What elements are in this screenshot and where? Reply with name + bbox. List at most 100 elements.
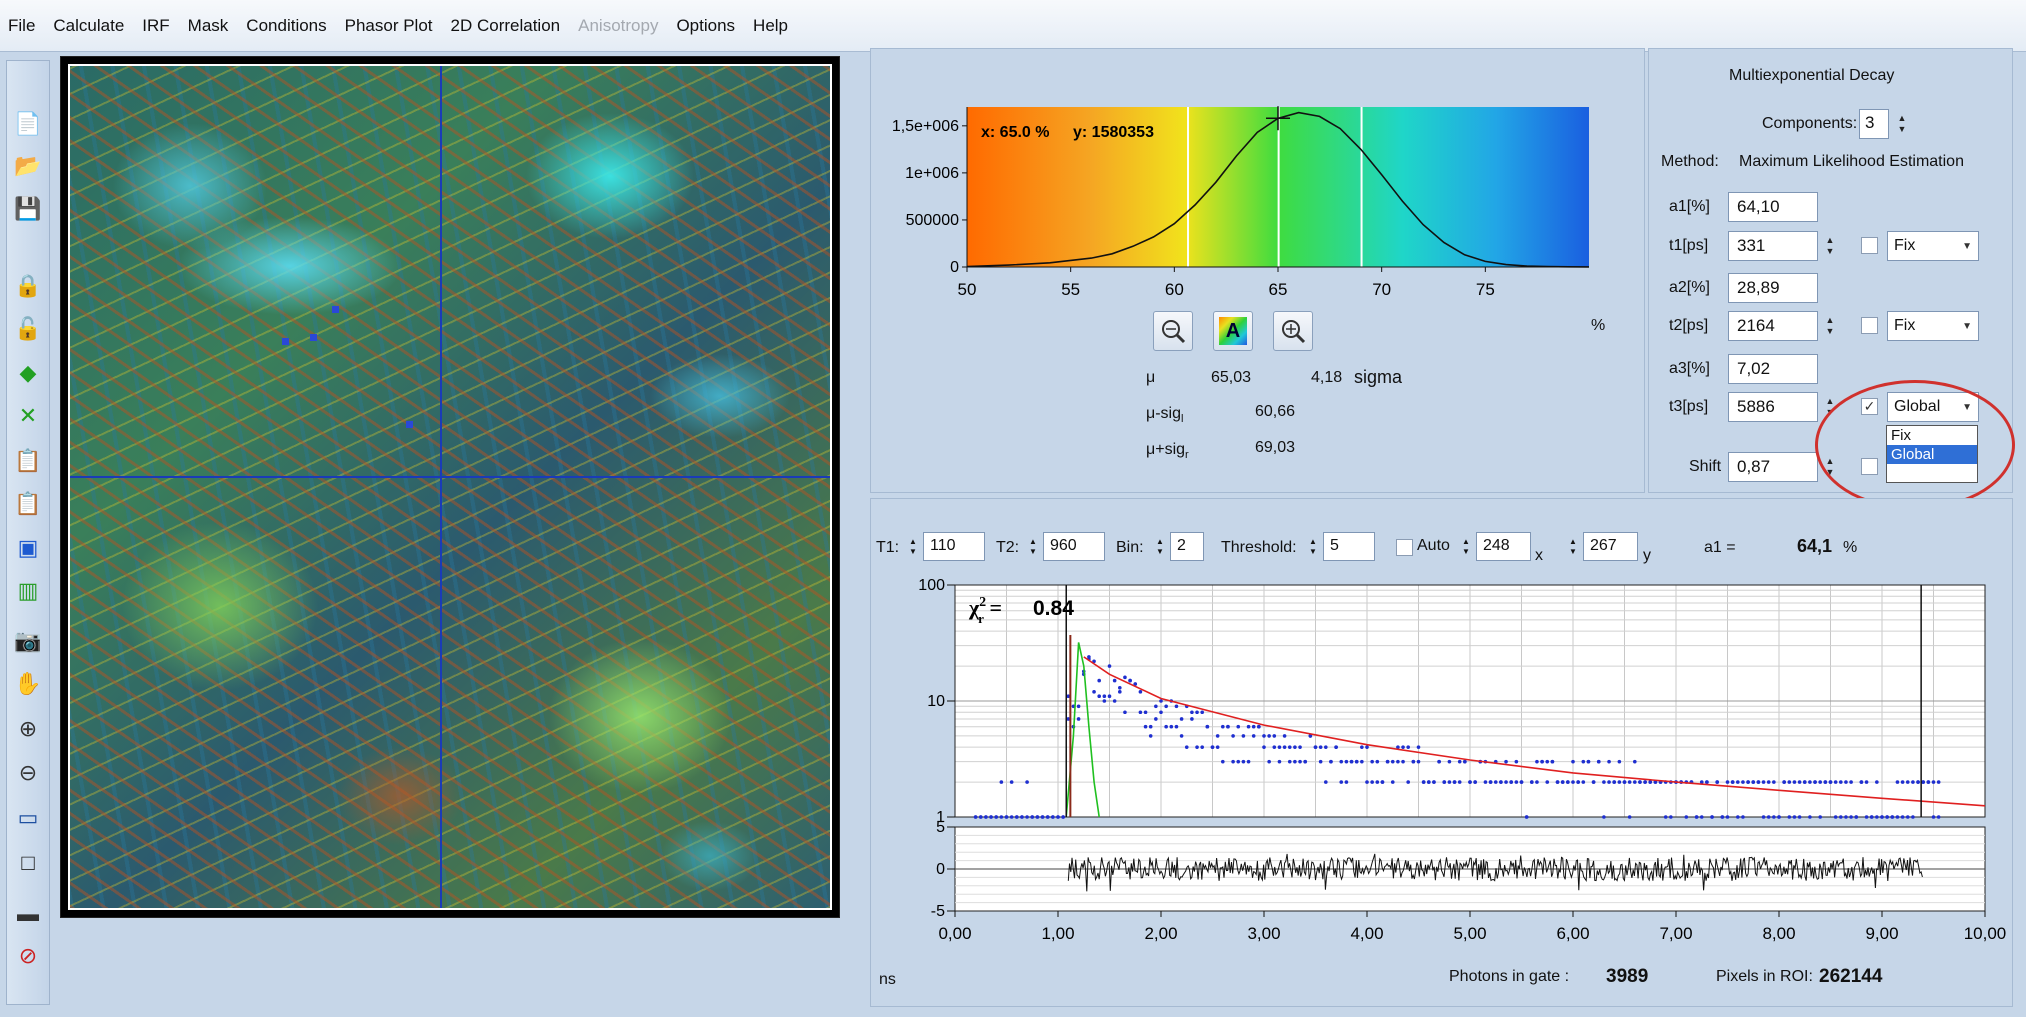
y-coord-label: y [1643, 547, 1651, 564]
clipboard-remove-button[interactable]: 📋 [13, 489, 43, 519]
decay-data-point [1051, 815, 1055, 819]
save-button[interactable]: 💾 [13, 194, 43, 224]
t2ps-mode-combo[interactable]: Fix ▼ [1887, 311, 1979, 341]
unlock-button[interactable]: 🔓 [13, 314, 43, 344]
color-scale-button[interactable]: A [1213, 311, 1253, 351]
crosshair-vertical[interactable] [440, 66, 442, 908]
menu-help[interactable]: Help [753, 15, 789, 35]
decay-data-point [1622, 780, 1627, 784]
bar-chart-button[interactable]: ▥ [13, 576, 43, 606]
t1ps-param-input[interactable]: 331 [1728, 231, 1818, 261]
t2ps-lock-checkbox[interactable] [1861, 317, 1878, 334]
clipboard-add-button[interactable]: 📋 [13, 446, 43, 476]
decay-data-point [1880, 815, 1884, 819]
decay-data-point [1787, 815, 1792, 819]
open-folder-button[interactable]: 📂 [13, 151, 43, 181]
threshold-input[interactable]: 5 [1323, 532, 1375, 561]
crosshair-horizontal[interactable] [70, 476, 830, 478]
decay-data-point [1808, 780, 1812, 784]
a1-readout-label: a1 = [1704, 539, 1736, 556]
shift-param-input[interactable]: 0,87 [1728, 452, 1818, 482]
t3ps-param-input[interactable]: 5886 [1728, 392, 1818, 422]
y-coord-spinner[interactable]: ▲ ▼ [1569, 536, 1577, 556]
menu-phasor-plot[interactable]: Phasor Plot [344, 15, 433, 35]
lock-button[interactable]: 🔒 [13, 271, 43, 301]
menu-options[interactable]: Options [676, 15, 736, 35]
bin-input[interactable]: 2 [1170, 532, 1204, 561]
components-spinner[interactable]: ▲ ▼ [1897, 113, 1907, 134]
lifetime-histogram-chart[interactable]: 0 500000 1e+006 1,5e+006 50 55 60 65 70 75 x: 65.0… [871, 49, 1646, 349]
dropdown-option-global[interactable]: Global [1887, 445, 1977, 464]
square-button[interactable]: □ [13, 848, 43, 878]
bin-spinner[interactable]: ▲ ▼ [1156, 536, 1164, 556]
x-coord-input[interactable]: 248 [1476, 532, 1531, 561]
a3-param-input[interactable]: 7,02 [1728, 354, 1818, 384]
t1-gate-spinner[interactable]: ▲ ▼ [909, 536, 917, 556]
zoom-fit-button[interactable] [1153, 311, 1193, 351]
menu-calculate[interactable]: Calculate [53, 15, 125, 35]
t2-gate-spinner[interactable]: ▲ ▼ [1029, 536, 1037, 556]
t2-gate-input[interactable]: 960 [1043, 532, 1105, 561]
auto-checkbox[interactable] [1396, 539, 1413, 556]
hand-button[interactable]: ✋ [13, 669, 43, 699]
window-button[interactable]: ▭ [13, 803, 43, 833]
decay-data-point [1200, 745, 1204, 749]
decay-data-point [994, 815, 998, 819]
t2ps-param-spinner[interactable]: ▲ ▼ [1825, 315, 1835, 336]
camera-button[interactable]: 📷 [13, 626, 43, 656]
roi-marker[interactable] [332, 306, 339, 313]
menu-irf[interactable]: IRF [142, 15, 170, 35]
menu-2d-correlation[interactable]: 2D Correlation [450, 15, 561, 35]
dropdown-option-fix[interactable]: Fix [1891, 427, 1911, 444]
x-coord-spinner[interactable]: ▲ ▼ [1462, 536, 1470, 556]
histogram-x-tick-label: 55 [1061, 280, 1080, 299]
decay-data-point [1756, 780, 1761, 784]
roi-frame-button[interactable]: ▣ [13, 533, 43, 563]
decay-data-point [1452, 780, 1457, 784]
components-input[interactable]: 3 [1859, 109, 1889, 139]
x-coord-label: x [1535, 547, 1543, 564]
t1ps-mode-combo[interactable]: Fix ▼ [1887, 231, 1979, 261]
a2-param-input[interactable]: 28,89 [1728, 273, 1818, 303]
decay-data-point [1437, 759, 1441, 764]
zoom-reset-button[interactable] [1273, 311, 1313, 351]
decay-data-point [1931, 815, 1936, 819]
residual-y-tick-label: -5 [931, 903, 945, 920]
decay-data-point [1169, 724, 1174, 729]
window-icon: ▭ [17, 805, 39, 830]
menu-file[interactable]: File [8, 15, 36, 35]
decay-irf-curve [1065, 642, 1100, 818]
t1ps-param-spinner[interactable]: ▲ ▼ [1825, 235, 1835, 256]
roi-marker[interactable] [310, 334, 317, 341]
decay-data-point [1102, 694, 1107, 698]
decay-data-point [1231, 734, 1235, 738]
zoom-in-button[interactable]: ⊕ [13, 714, 43, 744]
t3-mode-dropdown-list[interactable]: Fix Global [1886, 425, 1978, 483]
t2ps-param-input[interactable]: 2164 [1728, 311, 1818, 341]
threshold-spinner[interactable]: ▲ ▼ [1309, 536, 1317, 556]
decay-data-point [1344, 759, 1349, 764]
zoom-reset-icon [1282, 320, 1306, 344]
flim-image[interactable] [68, 64, 832, 910]
y-coord-input[interactable]: 267 [1583, 532, 1638, 561]
t1ps-lock-checkbox[interactable] [1861, 237, 1878, 254]
decay-data-point [1550, 759, 1555, 764]
roi-marker[interactable] [282, 338, 289, 345]
ruler-off-button[interactable]: ⊘ [13, 941, 43, 971]
decay-curve-chart[interactable]: 1 10 100 χ2 r = 0.84 5 0 -5 0,00 1,00 2,00 3,00 4,0… [871, 569, 2014, 969]
decay-data-point [1076, 717, 1081, 721]
t1-gate-input[interactable]: 110 [923, 532, 985, 561]
zoom-out-button[interactable]: ⊖ [13, 758, 43, 788]
green-select-button[interactable]: ◆ [13, 358, 43, 388]
ruler-button[interactable]: ▬ [13, 899, 43, 929]
menu-conditions[interactable]: Conditions [246, 15, 327, 35]
auto-label: Auto [1417, 537, 1450, 554]
roi-marker[interactable] [406, 421, 413, 428]
green-deselect-button[interactable]: ✕ [13, 401, 43, 431]
menu-mask[interactable]: Mask [187, 15, 229, 35]
decay-data-point [1272, 734, 1277, 738]
new-file-button[interactable]: 📄 [13, 109, 43, 139]
a1-param-input[interactable]: 64,10 [1728, 192, 1818, 222]
decay-data-point [1226, 724, 1230, 729]
decay-data-point [1699, 815, 1704, 819]
